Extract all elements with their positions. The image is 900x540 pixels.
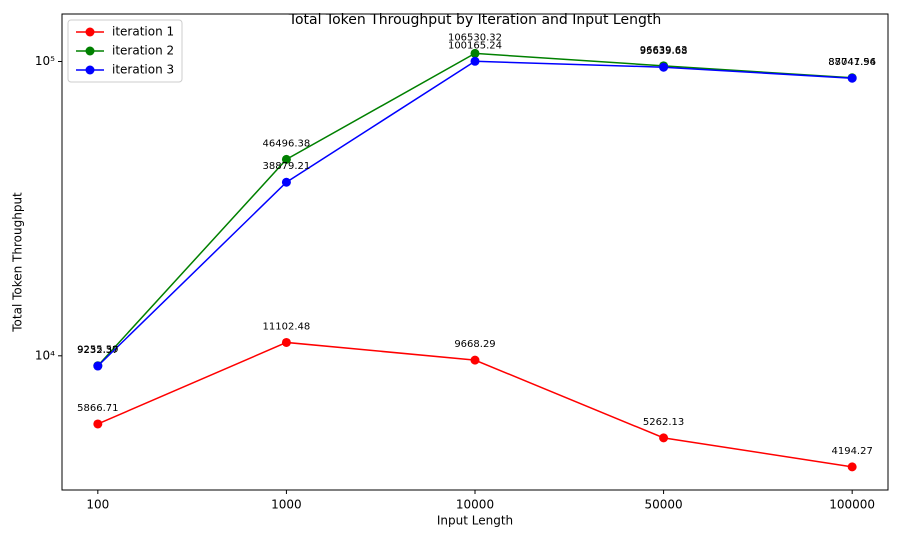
x-tick-label: 50000 [644,498,682,512]
data-point [847,462,857,472]
data-point [470,56,480,66]
x-tick-label: 100000 [829,498,875,512]
data-label: 95639.68 [640,46,688,57]
data-label: 100165.24 [448,40,502,51]
data-point [281,154,291,164]
x-axis-label: Input Length [437,514,513,528]
legend-box [67,19,183,83]
legend-marker [85,65,95,75]
data-label: 106530.32 [448,32,502,43]
chart-title: Total Token Throughput by Iteration and … [288,12,661,28]
legend-label: iteration 3 [112,63,174,77]
data-point [470,355,480,365]
y-axis-label: Total Token Throughput [11,192,25,333]
data-label: 88041.56 [828,57,876,68]
legend-marker [85,27,95,37]
y-tick-label: 10⁵ [35,54,55,68]
data-point [847,73,857,83]
data-label: 4194.27 [831,446,872,457]
data-label: 9255.59 [77,345,118,356]
data-label: 46496.38 [263,138,311,149]
data-label: 11102.48 [263,321,311,332]
data-label: 9232.37 [77,345,118,356]
data-point [281,177,291,187]
x-tick-label: 1000 [271,498,302,512]
x-tick-label: 10000 [456,498,494,512]
data-label: 5866.71 [77,403,118,414]
data-point [659,62,669,72]
data-point [93,419,103,429]
data-label: 9668.29 [454,339,495,350]
data-point [281,337,291,347]
data-point [659,433,669,443]
y-tick-label: 10⁴ [35,348,55,362]
legend-label: iteration 1 [112,25,174,39]
legend-marker [85,46,95,56]
data-label: 38879.21 [263,161,311,172]
data-label: 5262.13 [643,417,684,428]
data-label: 87747.94 [828,57,876,68]
data-label: 96639.63 [640,45,688,56]
x-tick-label: 100 [86,498,109,512]
data-point [470,48,480,58]
data-point [93,361,103,371]
legend-label: iteration 2 [112,44,174,58]
